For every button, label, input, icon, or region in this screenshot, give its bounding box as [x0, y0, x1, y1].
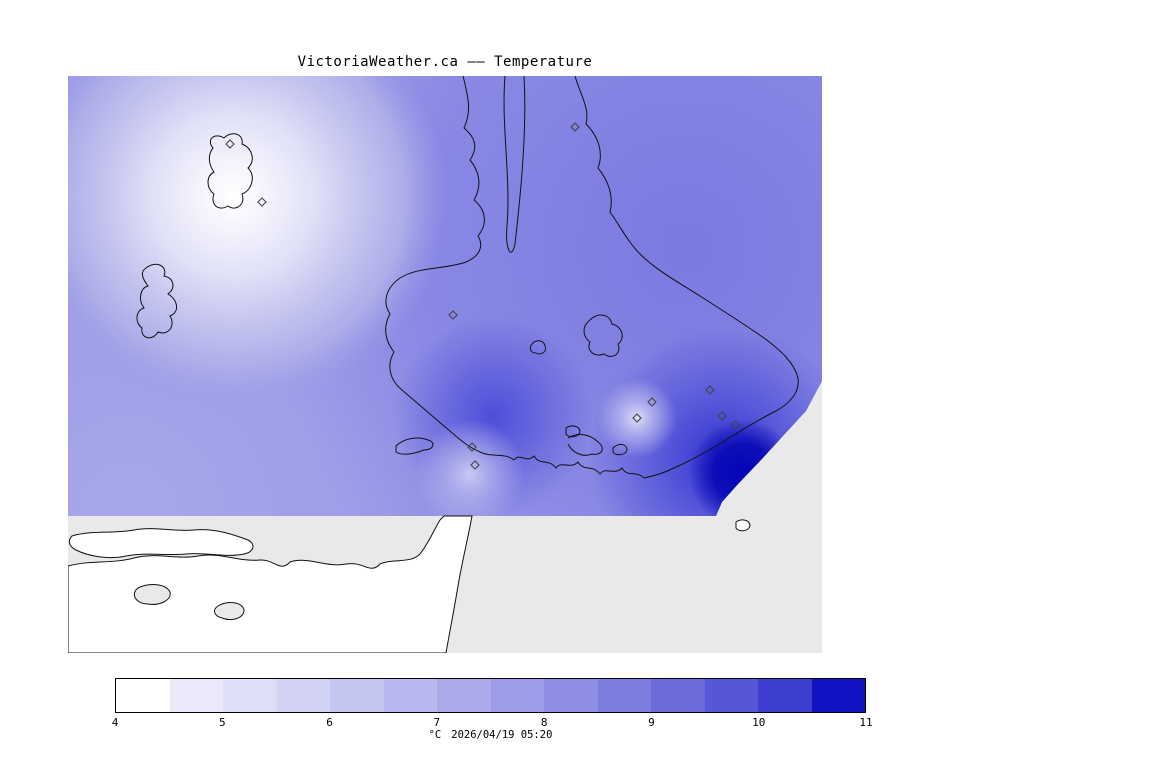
station-marker: [705, 385, 715, 395]
colorbar-segment: [223, 679, 277, 712]
island-outline: [136, 263, 177, 339]
colorbar-segment: [169, 679, 223, 712]
island-outline: [529, 340, 547, 355]
island-outline: [612, 443, 628, 456]
colorbar-segment: [651, 679, 705, 712]
land-areas: [68, 515, 751, 653]
temperature-field: [68, 76, 822, 516]
coastline-inlet: [503, 76, 526, 253]
colorbar-segment: [276, 679, 330, 712]
colorbar-ticks: 4 5 6 7 8 9 10 11: [111, 716, 873, 730]
colorbar-segment: [597, 679, 651, 712]
station-marker: [448, 310, 458, 320]
island-outline: [735, 519, 751, 532]
page-title: VictoriaWeather.ca –– Temperature: [297, 54, 593, 70]
colorbar-segment: [811, 679, 865, 712]
map-svg: [68, 76, 822, 653]
colorbar-segment: [704, 679, 758, 712]
station-marker: [467, 442, 477, 452]
station-marker: [647, 397, 657, 407]
coastline-west: [385, 76, 515, 461]
land-island-band: [68, 528, 254, 559]
station-marker: [225, 139, 235, 149]
station-marker: [632, 413, 642, 423]
station-marker: [470, 460, 480, 470]
colorbar-tick-label: 4: [111, 716, 119, 729]
island-outline: [565, 425, 581, 438]
coastline-harbours: [513, 455, 645, 479]
coastlines: [136, 76, 799, 479]
station-marker: [730, 420, 740, 430]
unit-label: °C: [428, 729, 442, 741]
station-markers: [225, 122, 740, 470]
temperature-map: [68, 76, 822, 653]
lake: [133, 584, 171, 605]
colorbar-segment: [758, 679, 812, 712]
lake: [214, 602, 245, 621]
station-marker: [570, 122, 580, 132]
colorbar-segment: [330, 679, 384, 712]
station-marker: [257, 197, 267, 207]
colorbar-segment: [383, 679, 437, 712]
timestamp: 2026/04/19 05:20: [451, 729, 553, 741]
colorbar-tick-label: 8: [540, 716, 548, 729]
colorbar-segment: [116, 679, 170, 712]
coastline-east: [574, 76, 799, 479]
colorbar-segment: [437, 679, 491, 712]
island-outline: [395, 437, 434, 455]
colorbar-segment: [544, 679, 598, 712]
island-outline: [207, 133, 253, 209]
colorbar: [115, 678, 866, 713]
colorbar-tick-label: 6: [326, 716, 333, 729]
colorbar-footer: °C 2026/04/19 05:20: [115, 729, 866, 741]
coastline-spit: [567, 434, 603, 456]
colorbar-tick-label: 9: [648, 716, 655, 729]
station-marker: [717, 411, 727, 421]
colorbar-tick-label: 11: [859, 716, 873, 729]
colorbar-tick-label: 7: [433, 716, 441, 729]
colorbar-segment: [490, 679, 544, 712]
island-outline: [583, 314, 623, 357]
land-olympic-peninsula: [68, 515, 473, 653]
colorbar-tick-label: 10: [752, 716, 766, 729]
colorbar-tick-label: 5: [218, 716, 226, 729]
